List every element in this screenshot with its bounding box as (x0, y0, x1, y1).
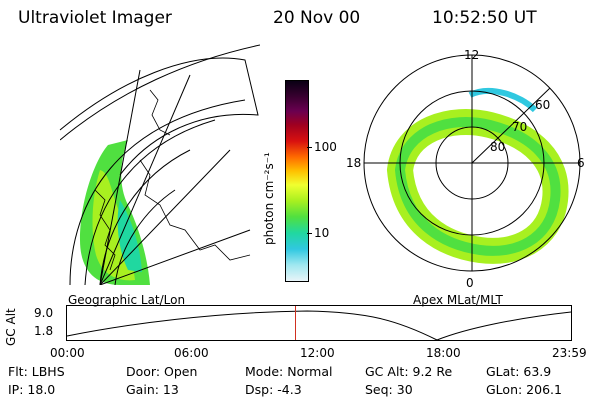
colorbar-tick-100-mark (307, 147, 312, 148)
altitude-curve (66, 310, 572, 341)
timeline-xtick-0000: 00:00 (50, 346, 85, 360)
status-gain: Gain: 13 (126, 382, 179, 397)
colorbar-tick-10-mark (307, 233, 312, 234)
polar-map-caption: Apex MLat/MLT (413, 293, 503, 307)
timeline-ylabel: GC Alt (4, 308, 18, 346)
colorbar-tick-10: 10 (314, 226, 330, 240)
status-mode: Mode: Normal (245, 364, 333, 379)
lat-label-70: 70 (512, 120, 528, 134)
mlt-label-18: 18 (346, 156, 362, 170)
observation-time: 10:52:50 UT (432, 8, 537, 28)
mlt-label-12: 12 (464, 48, 480, 62)
timeline-xtick-1200: 12:00 (300, 346, 335, 360)
geo-map-caption: Geographic Lat/Lon (68, 293, 186, 307)
instrument-title: Ultraviolet Imager (18, 8, 172, 28)
status-dsp: Dsp: -4.3 (245, 382, 302, 397)
status-glat: GLat: 63.9 (486, 364, 552, 379)
status-seq: Seq: 30 (365, 382, 413, 397)
status-filter: Flt: LBHS (8, 364, 65, 379)
lat-label-60: 60 (535, 98, 551, 112)
status-ip: IP: 18.0 (8, 382, 56, 397)
timeline-ytick-bottom: 1.8 (34, 324, 54, 338)
lat-label-80: 80 (490, 140, 506, 154)
timeline-xtick-0600: 06:00 (174, 346, 209, 360)
status-glon: GLon: 206.1 (486, 382, 562, 397)
mlt-label-6: 6 (577, 156, 585, 170)
colorbar-tick-100: 100 (314, 140, 337, 154)
status-door: Door: Open (126, 364, 198, 379)
colorbar (285, 80, 309, 282)
timeline-ytick-top: 9.0 (34, 306, 54, 320)
timeline-xtick-2359: 23:59 (552, 346, 587, 360)
mlt-label-0: 0 (466, 276, 474, 290)
timeline-xtick-1800: 18:00 (426, 346, 461, 360)
timeline-plot (66, 305, 572, 341)
observation-date: 20 Nov 00 (273, 8, 361, 28)
current-time-marker (295, 306, 297, 340)
status-gc-alt: GC Alt: 9.2 Re (365, 364, 453, 379)
